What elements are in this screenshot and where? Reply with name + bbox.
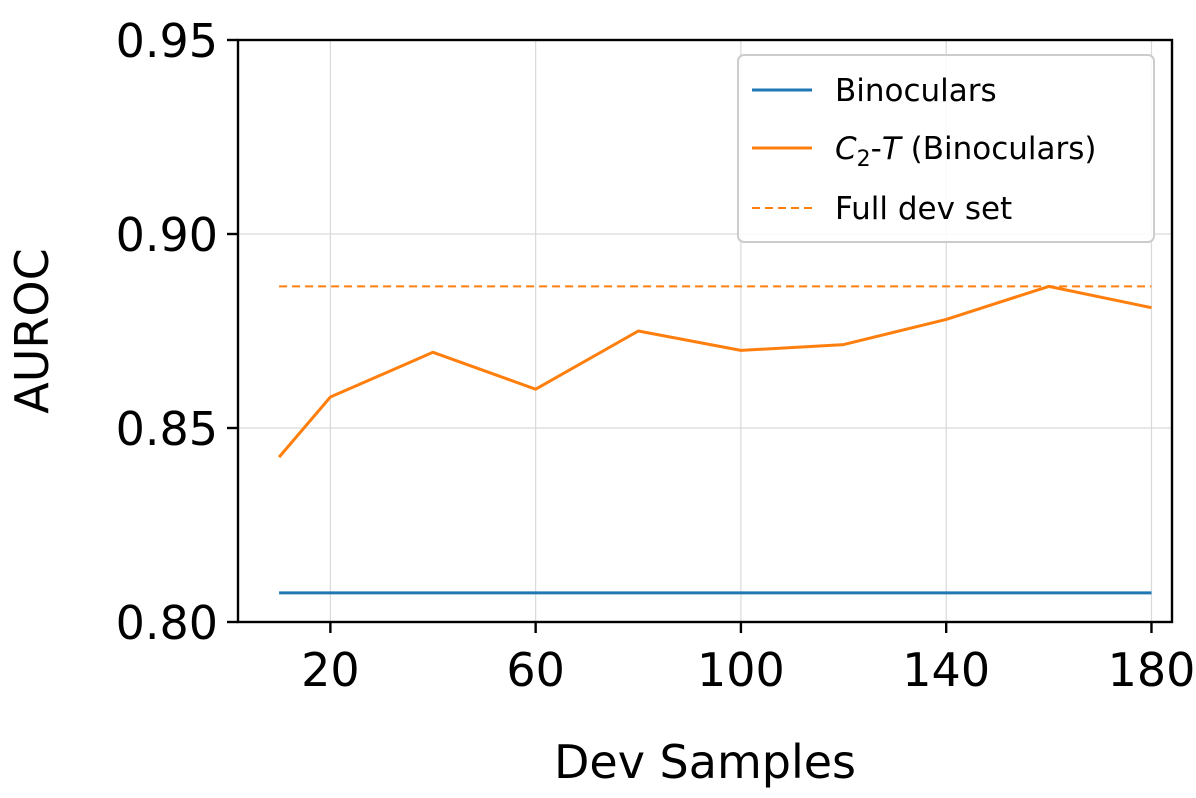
axis-ticks: 20 60 100 140 180 0.80 0.85 0.90 0.95 [116, 14, 1196, 697]
x-tick-label: 100 [697, 643, 785, 697]
legend-frame [737, 54, 1155, 243]
legend: Binoculars C2-T (Binoculars) Full dev se… [737, 54, 1155, 243]
x-tick-label: 60 [506, 643, 565, 697]
c2t-binoculars-line [277, 284, 1152, 459]
y-tick-label: 0.85 [116, 402, 218, 456]
x-tick-label: 180 [1108, 643, 1196, 697]
legend-label-binoculars: Binoculars [835, 73, 997, 109]
series-lines [277, 284, 1152, 595]
x-tick-label: 20 [301, 643, 360, 697]
plot-frame [236, 38, 1174, 624]
y-tick-label: 0.95 [116, 14, 218, 68]
y-tick-label: 0.80 [116, 596, 218, 650]
y-tick-label: 0.90 [116, 208, 218, 262]
legend-label-c2t: C2-T (Binoculars) [835, 131, 1097, 172]
x-tick-label: 140 [902, 643, 990, 697]
x-axis-label: Dev Samples [554, 735, 856, 789]
y-axis-label: AUROC [5, 248, 59, 413]
legend-label-full-dev-set: Full dev set [835, 191, 1012, 227]
